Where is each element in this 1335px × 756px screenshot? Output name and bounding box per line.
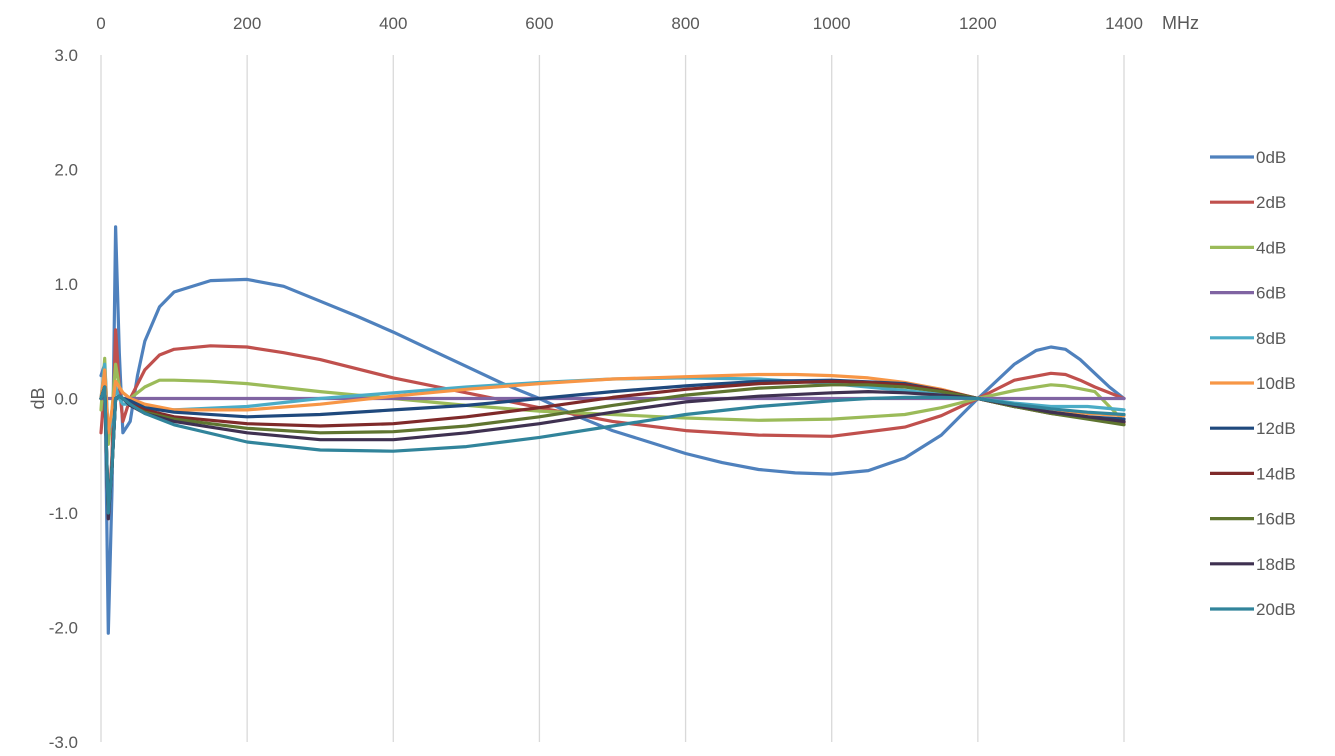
legend-label: 8dB (1256, 329, 1286, 348)
legend-item: 4dB (1210, 238, 1286, 257)
x-tick-label: 1000 (813, 14, 851, 33)
legend-label: 18dB (1256, 555, 1296, 574)
legend-item: 14dB (1210, 464, 1296, 483)
x-tick-label: 1400 (1105, 14, 1143, 33)
x-tick-label: 800 (671, 14, 699, 33)
legend-item: 0dB (1210, 148, 1286, 167)
y-axis-label: dB (28, 387, 48, 409)
legend-label: 0dB (1256, 148, 1286, 167)
x-tick-label: 400 (379, 14, 407, 33)
legend-item: 8dB (1210, 329, 1286, 348)
x-tick-label: 200 (233, 14, 261, 33)
legend-item: 20dB (1210, 600, 1296, 619)
x-tick-label: 1200 (959, 14, 997, 33)
y-tick-label: 3.0 (54, 46, 78, 65)
x-tick-label: 600 (525, 14, 553, 33)
series-lines (99, 225, 1126, 635)
legend-label: 6dB (1256, 284, 1286, 303)
legend-item: 12dB (1210, 419, 1296, 438)
legend-item: 6dB (1210, 284, 1286, 303)
legend-label: 20dB (1256, 600, 1296, 619)
legend-item: 2dB (1210, 193, 1286, 212)
legend-label: 16dB (1256, 510, 1296, 529)
x-tick-label: 0 (96, 14, 105, 33)
y-tick-label: 2.0 (54, 161, 78, 180)
legend-label: 12dB (1256, 419, 1296, 438)
x-axis-label: MHz (1162, 13, 1199, 33)
series-line-20dB (99, 385, 1126, 515)
legend-item: 18dB (1210, 555, 1296, 574)
legend-item: 10dB (1210, 374, 1296, 393)
legend-label: 10dB (1256, 374, 1296, 393)
legend-label: 14dB (1256, 464, 1296, 483)
legend-label: 4dB (1256, 238, 1286, 257)
legend: 0dB 2dB 4dB 6dB 8dB 10dB 12dB 14dB 16dB 18dB 20dB (1210, 148, 1296, 619)
legend-label: 2dB (1256, 193, 1286, 212)
y-tick-label: -1.0 (49, 504, 78, 523)
x-axis-ticks: 0 200 400 600 800 1000 1200 1400 (96, 14, 1143, 33)
y-tick-label: -3.0 (49, 733, 78, 752)
y-tick-label: 0.0 (54, 390, 78, 409)
y-tick-label: 1.0 (54, 275, 78, 294)
series-line-0dB (99, 225, 1126, 635)
y-tick-label: -2.0 (49, 619, 78, 638)
y-axis-ticks: 3.0 2.0 1.0 0.0 -1.0 -2.0 -3.0 (49, 46, 78, 752)
legend-item: 16dB (1210, 510, 1296, 529)
